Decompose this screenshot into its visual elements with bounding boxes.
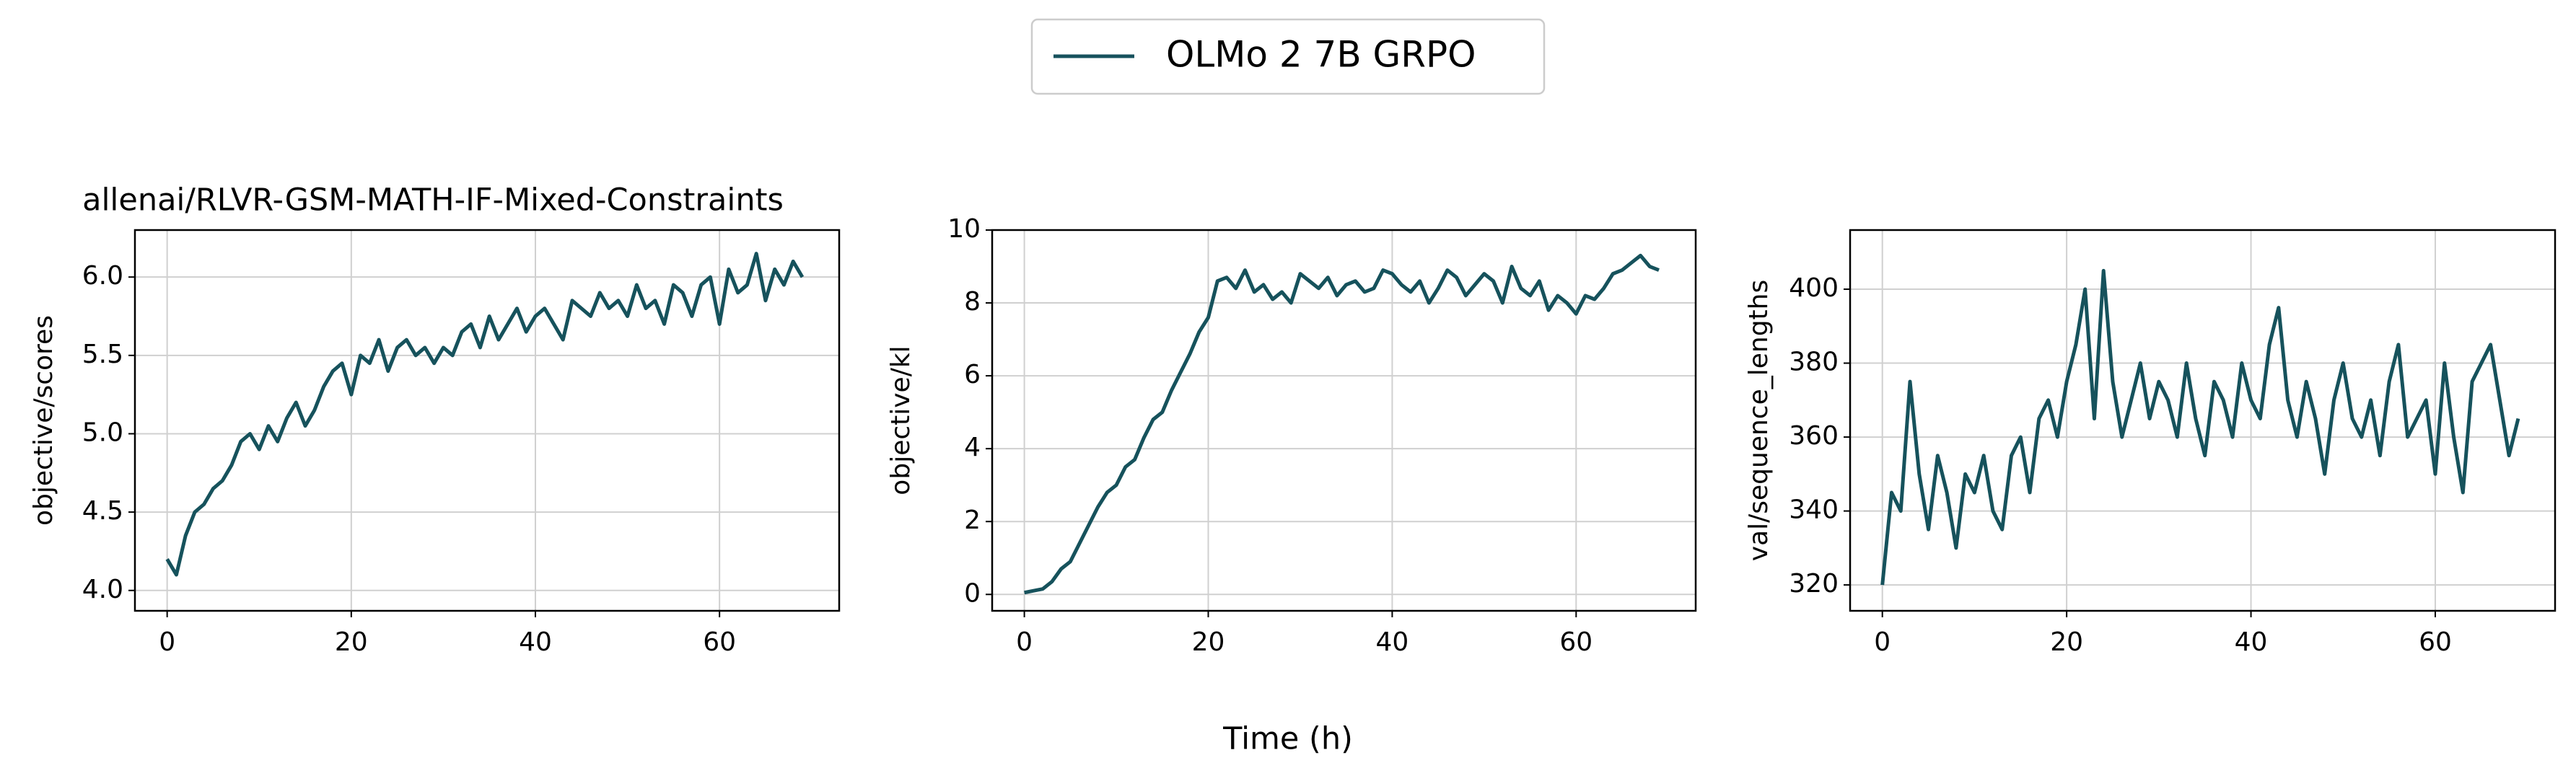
x-tick-label: 40: [2235, 627, 2268, 657]
y-tick-label: 4.5: [82, 496, 123, 526]
y-tick-label: 400: [1789, 273, 1839, 303]
y-tick-label: 320: [1789, 569, 1839, 599]
x-tick-label: 20: [335, 627, 368, 657]
y-axis-label: objective/scores: [29, 315, 58, 526]
x-axis-label: Time (h): [1222, 721, 1353, 757]
x-tick-label: 60: [1559, 627, 1593, 657]
y-tick-label: 360: [1789, 421, 1839, 451]
y-tick-label: 5.5: [82, 340, 123, 369]
legend-box: [1030, 18, 1546, 95]
x-tick-label: 20: [1192, 627, 1225, 657]
x-tick-label: 60: [703, 627, 736, 657]
y-tick-label: 0: [964, 578, 981, 608]
data-line: [165, 252, 805, 577]
chart-title: allenai/RLVR-GSM-MATH-IF-Mixed-Constrain…: [82, 182, 784, 219]
x-tick-label: 40: [1376, 627, 1409, 657]
y-tick-label: 4: [964, 433, 981, 462]
x-tick-label: 0: [159, 627, 175, 657]
x-tick-label: 0: [1874, 627, 1891, 657]
data-line: [1024, 253, 1660, 595]
y-tick-label: 8: [964, 287, 981, 317]
axes-frame: [1849, 229, 2557, 612]
legend-label: OLMo 2 7B GRPO: [1166, 34, 1476, 76]
y-tick-label: 2: [964, 506, 981, 535]
y-axis-label: val/sequence_lengths: [1744, 280, 1774, 561]
y-tick-label: 380: [1789, 348, 1839, 377]
y-tick-label: 6.0: [82, 261, 123, 291]
y-tick-label: 5.0: [82, 418, 123, 447]
x-tick-label: 0: [1016, 627, 1033, 657]
axes-frame: [133, 229, 841, 612]
x-tick-label: 60: [2419, 627, 2452, 657]
y-tick-label: 4.0: [82, 575, 123, 604]
axes-frame: [991, 229, 1697, 612]
y-tick-label: 10: [947, 214, 981, 244]
y-axis-label: objective/kl: [886, 345, 916, 495]
y-tick-label: 6: [964, 360, 981, 389]
x-tick-label: 20: [2050, 627, 2083, 657]
data-line: [1880, 268, 2520, 586]
x-tick-label: 40: [519, 627, 552, 657]
y-tick-label: 340: [1789, 495, 1839, 525]
